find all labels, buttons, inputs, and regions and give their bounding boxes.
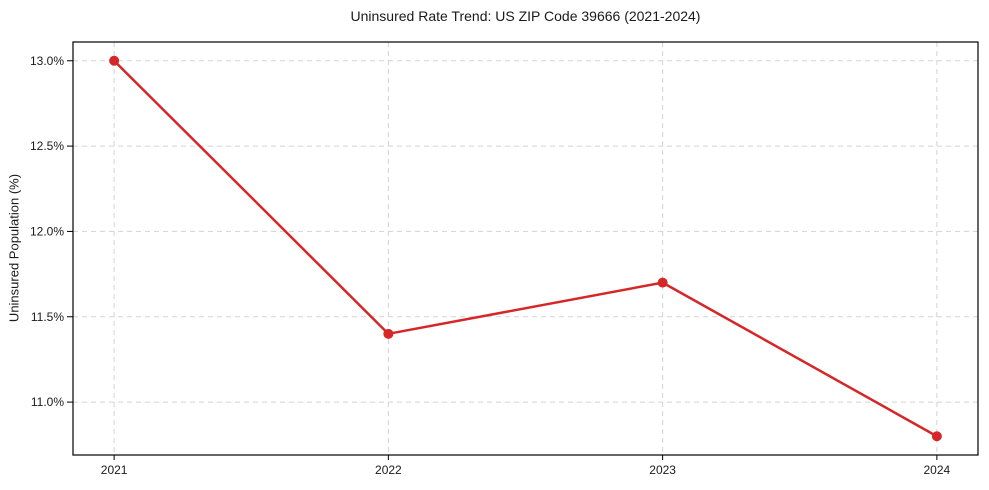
plot-border bbox=[72, 41, 979, 456]
chart-title: Uninsured Rate Trend: US ZIP Code 39666 … bbox=[350, 8, 701, 24]
y-tick-label: 11.5% bbox=[31, 310, 64, 324]
y-axis-label: Uninsured Population (%) bbox=[6, 173, 22, 323]
y-tick-label: 11.0% bbox=[31, 395, 64, 409]
data-point bbox=[931, 431, 942, 442]
x-tick-label: 2023 bbox=[649, 463, 676, 477]
x-tick-label: 2022 bbox=[375, 463, 402, 477]
y-tick-label: 12.5% bbox=[30, 139, 64, 153]
y-tick-label: 12.0% bbox=[30, 224, 64, 238]
data-point bbox=[383, 328, 394, 339]
data-point bbox=[657, 277, 668, 288]
trend-line bbox=[112, 59, 939, 438]
x-tick-label: 2024 bbox=[924, 463, 951, 477]
data-point bbox=[109, 55, 120, 66]
x-tick-label: 2021 bbox=[101, 463, 128, 477]
y-tick-label: 13.0% bbox=[30, 54, 64, 68]
